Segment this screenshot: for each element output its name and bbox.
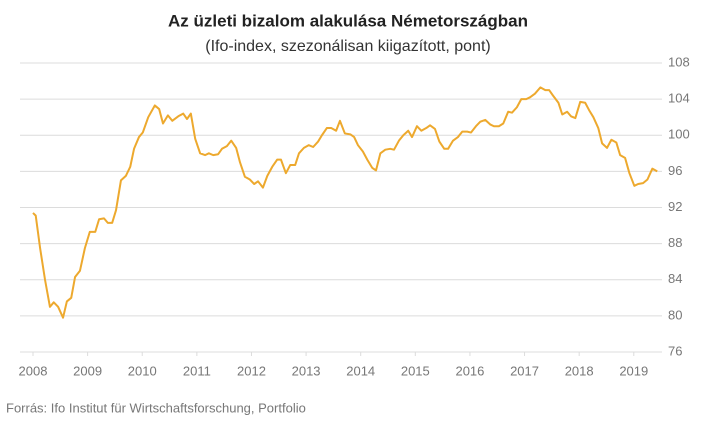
y-tick-label: 84 xyxy=(668,271,682,286)
plot-area xyxy=(32,86,658,319)
y-tick-label: 108 xyxy=(668,54,690,69)
chart-title: Az üzleti bizalom alakulása Németországb… xyxy=(168,11,528,30)
x-tick-label: 2009 xyxy=(73,363,102,378)
x-tick-label: 2013 xyxy=(292,363,321,378)
y-tick-label: 88 xyxy=(668,235,682,250)
y-tick-label: 96 xyxy=(668,163,682,178)
grid: 76 80 84 88 92 96 100 104 108 2008 2009 2010 2011 201… xyxy=(19,54,690,378)
x-tick-label: 2018 xyxy=(565,363,594,378)
x-tick-label: 2014 xyxy=(346,363,375,378)
x-tick-label: 2010 xyxy=(128,363,157,378)
source-note: Forrás: Ifo Institut für Wirtschaftsfors… xyxy=(6,400,306,415)
x-tick-label: 2012 xyxy=(237,363,266,378)
data-line xyxy=(32,86,658,319)
y-tick-label: 100 xyxy=(668,127,690,142)
x-tick-label: 2016 xyxy=(455,363,484,378)
x-tick-label: 2017 xyxy=(510,363,539,378)
x-tick-label: 2011 xyxy=(183,363,211,378)
y-tick-label: 80 xyxy=(668,307,682,322)
x-tick-label: 2008 xyxy=(19,363,48,378)
chart-subtitle: (Ifo-index, szezonálisan kiigazított, po… xyxy=(205,38,490,55)
y-tick-label: 104 xyxy=(668,91,690,106)
y-tick-label: 92 xyxy=(668,199,682,214)
x-tick-label: 2019 xyxy=(619,363,648,378)
x-tick-label: 2015 xyxy=(401,363,430,378)
y-tick-label: 76 xyxy=(668,343,682,358)
